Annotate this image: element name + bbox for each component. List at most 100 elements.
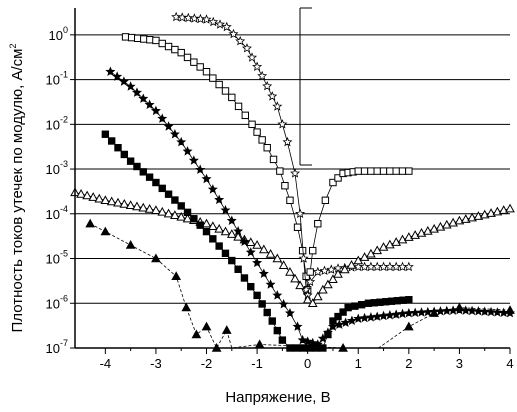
data-point [151,253,161,263]
data-point [373,167,381,175]
x-tick-label: 0 [304,356,311,371]
y-tick-label: 10-1 [46,70,68,88]
data-point [263,308,271,317]
data-point [195,164,206,175]
data-point [164,190,173,198]
data-point [391,237,402,246]
data-point [158,184,166,193]
data-point [152,36,160,45]
data-point [201,321,212,331]
data-point [188,155,199,165]
data-point [346,260,357,269]
data-point [157,206,168,216]
data-point [94,193,105,203]
x-tick-label: 2 [405,356,412,371]
x-tick-label: -1 [251,356,263,371]
data-point [163,208,174,218]
data-point [233,231,243,241]
data-point [505,203,515,213]
data-point [234,102,243,111]
data-point [258,268,269,278]
data-point [307,298,318,307]
series-open-triangle [70,187,515,307]
data-point [392,167,400,175]
data-point [282,136,293,147]
data-point [326,264,337,274]
data-point [171,11,182,22]
data-point [357,301,366,309]
data-point [293,223,302,231]
data-point [177,48,185,57]
data-point [182,146,193,156]
data-point [207,221,218,231]
data-point [113,197,123,207]
series-line [90,223,511,349]
data-point [278,299,289,309]
data-point [397,234,408,244]
data-point [171,196,179,204]
data-point [196,221,204,229]
data-point [125,81,136,91]
data-point [319,265,330,276]
data-point [265,249,276,258]
data-point [378,242,389,251]
data-point [201,173,212,184]
data-point [209,74,217,82]
data-point [209,235,217,243]
data-point [119,199,130,208]
data-point [416,307,427,317]
data-point [323,279,333,289]
data-point [126,157,135,165]
data-point [214,223,225,233]
data-point [228,256,236,265]
data-point [284,307,295,318]
data-point [101,130,110,138]
data-point [252,257,263,268]
data-point [379,167,388,175]
data-point [241,43,252,53]
y-tick-label: 10-5 [46,249,68,267]
data-point [302,272,310,281]
data-point [239,236,250,247]
data-point [140,35,148,43]
data-point [195,13,206,24]
data-point [429,308,439,317]
data-point [398,167,407,175]
data-point [220,226,231,236]
data-point [152,178,160,187]
data-point [220,205,231,215]
data-point [121,33,130,41]
data-point [306,268,314,276]
data-point [329,178,337,187]
data-point [290,273,300,283]
data-point [82,190,92,200]
data-point [183,208,192,217]
data-point [196,63,204,71]
data-point [262,80,273,91]
y-axis-label: Плотность токов утечек по модулю, А/см2 [8,44,26,333]
data-point [233,226,244,236]
data-point [403,307,414,318]
data-point [410,307,421,318]
data-point [169,129,180,139]
data-point [226,229,237,238]
data-point [253,128,261,136]
data-point [403,321,414,331]
data-point [365,312,376,322]
data-point [201,14,212,24]
data-point [207,184,218,194]
data-point [405,167,413,175]
data-point [144,203,155,213]
data-point [269,155,278,164]
data-point [177,202,185,210]
data-point [100,226,111,236]
data-point [76,188,86,198]
data-point [176,136,187,147]
data-point [265,279,276,289]
data-point [221,249,230,258]
x-axis-ticks: -4 -3 -2 -1 0 1 2 3 4 [100,348,514,371]
x-tick-label: 1 [355,356,362,371]
data-point [295,208,306,219]
data-point [277,119,288,129]
